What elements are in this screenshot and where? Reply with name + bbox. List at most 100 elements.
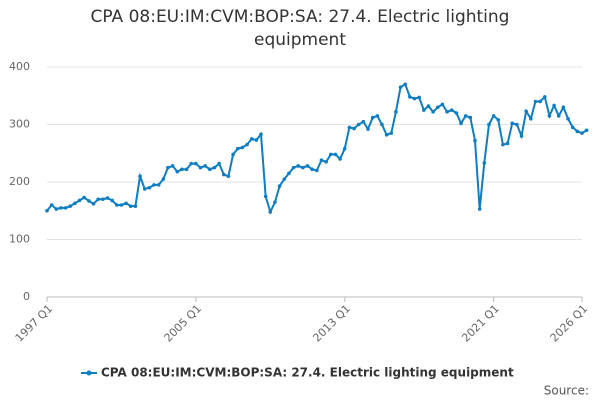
point: [54, 207, 59, 211]
point: [101, 197, 105, 202]
point: [128, 204, 133, 208]
point: [328, 152, 333, 157]
point: [384, 133, 389, 137]
point: [63, 206, 68, 210]
point: [147, 185, 152, 190]
point: [203, 164, 207, 168]
point: [301, 165, 305, 170]
y-tick-label: 300: [9, 118, 30, 131]
point: [180, 167, 184, 172]
point: [166, 165, 170, 170]
point: [375, 114, 380, 118]
point: [161, 177, 166, 181]
point: [477, 207, 482, 211]
point: [296, 164, 301, 168]
point: [394, 110, 398, 114]
point: [133, 204, 138, 208]
point: [468, 115, 473, 120]
point: [449, 108, 454, 112]
point: [519, 134, 524, 138]
point: [245, 142, 249, 147]
point: [310, 167, 314, 172]
point: [194, 161, 198, 166]
y-tick-label: 100: [9, 233, 30, 246]
point: [398, 85, 403, 89]
point: [361, 119, 366, 124]
point: [533, 99, 538, 104]
point: [254, 138, 259, 142]
point: [547, 114, 552, 118]
point: [49, 203, 54, 207]
point: [584, 128, 589, 133]
point: [45, 208, 49, 213]
point: [68, 204, 73, 208]
point: [403, 82, 408, 87]
x-tick-label: 1997 Q1: [13, 302, 56, 345]
point: [501, 142, 505, 147]
y-tick-label: 400: [9, 60, 30, 73]
point: [473, 138, 477, 143]
point: [277, 184, 282, 188]
point: [184, 167, 189, 172]
point: [170, 164, 175, 168]
point: [208, 167, 212, 172]
point: [422, 108, 426, 112]
point: [287, 171, 291, 176]
point: [529, 116, 533, 121]
point: [221, 172, 226, 177]
point: [114, 203, 119, 207]
x-tick-label: 2021 Q1: [459, 302, 502, 345]
point: [259, 132, 263, 137]
point: [570, 125, 575, 130]
point: [217, 161, 221, 166]
point: [487, 122, 491, 127]
point: [226, 174, 231, 179]
point: [110, 198, 114, 203]
point: [189, 161, 194, 166]
point: [240, 145, 245, 150]
point: [96, 197, 100, 202]
point: [538, 99, 542, 104]
point: [235, 146, 240, 151]
point: [82, 195, 87, 200]
point: [561, 105, 566, 110]
point: [556, 114, 561, 118]
legend-marker: [86, 370, 92, 376]
point: [175, 169, 180, 174]
point: [156, 183, 161, 187]
point: [268, 210, 273, 214]
point: [580, 131, 584, 135]
point: [347, 125, 352, 130]
point: [291, 165, 296, 170]
point: [445, 110, 449, 114]
point: [352, 126, 356, 131]
point: [454, 111, 459, 115]
x-tick-label: 2005 Q1: [162, 302, 205, 345]
point: [231, 152, 235, 157]
point: [370, 115, 375, 120]
point: [505, 141, 510, 146]
point: [524, 109, 528, 114]
x-tick-label: 2026 Q1: [548, 302, 591, 345]
point: [417, 95, 421, 100]
point: [496, 118, 501, 122]
point: [389, 131, 394, 135]
chart-title: CPA 08:EU:IM:CVM:BOP:SA: 27.4. Electric …: [90, 7, 510, 50]
point: [408, 95, 412, 99]
x-tick-label: 2013 Q1: [310, 302, 353, 345]
point: [380, 122, 384, 127]
y-tick-label: 200: [9, 175, 30, 188]
point: [142, 187, 147, 191]
point: [124, 201, 128, 206]
point: [542, 95, 547, 99]
point: [324, 160, 328, 164]
series-line: [46, 82, 588, 215]
point: [356, 122, 361, 127]
point: [315, 168, 319, 173]
point: [333, 152, 338, 157]
point: [119, 203, 124, 207]
legend-label: CPA 08:EU:IM:CVM:BOP:SA: 27.4. Electric …: [101, 366, 514, 380]
point: [273, 200, 277, 204]
point: [463, 114, 468, 118]
